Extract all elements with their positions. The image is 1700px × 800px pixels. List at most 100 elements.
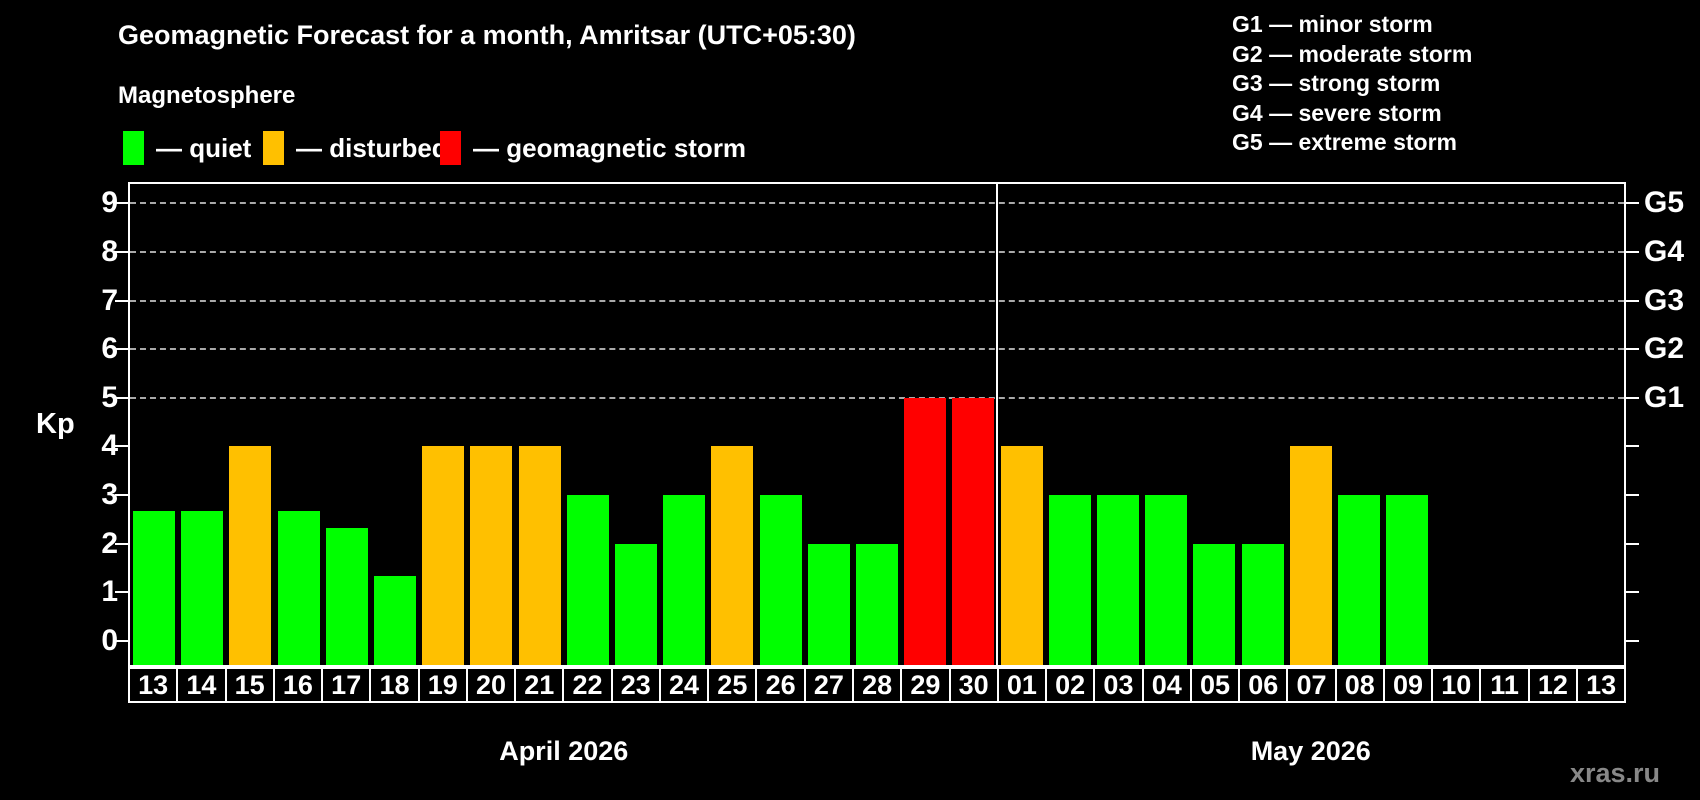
- y-tick-label: 1: [101, 575, 118, 609]
- day-label-cell: 03: [1093, 667, 1144, 703]
- disturbed-color-swatch: [263, 131, 284, 165]
- y-axis-tick: [115, 396, 128, 399]
- kp-bar: [1000, 446, 1043, 665]
- kp-bar: [1289, 446, 1332, 665]
- y-axis-tick-right: [1626, 396, 1639, 399]
- day-label-cell: 05: [1189, 667, 1241, 703]
- legend-label-disturbed: — disturbed: [296, 132, 448, 163]
- legend-label-storm: — geomagnetic storm: [473, 132, 747, 163]
- storm-color-swatch: [440, 131, 461, 165]
- day-label-cell: 06: [1238, 667, 1289, 703]
- day-label-cell: 01: [996, 667, 1048, 703]
- legend-item-quiet: — quiet: [123, 131, 251, 165]
- g4-legend-line: G4 — severe storm: [1232, 99, 1442, 126]
- day-label-cell: 14: [176, 667, 227, 703]
- kp-bar: [759, 494, 802, 665]
- watermark: xras.ru: [1569, 758, 1660, 788]
- y-tick-label: 0: [101, 623, 118, 657]
- y-axis-tick-right: [1626, 445, 1639, 448]
- kp-bar: [566, 494, 609, 665]
- day-label-cell: 23: [610, 667, 661, 703]
- y-axis-tick: [115, 542, 128, 545]
- day-label-cell: 02: [1045, 667, 1096, 703]
- g3-legend-line: G3 — strong storm: [1232, 70, 1441, 96]
- g2-legend-line: G2 — moderate storm: [1232, 40, 1473, 67]
- g5-legend-line: G5 — extreme storm: [1232, 129, 1457, 155]
- g-tick-label: G3: [1644, 283, 1685, 317]
- g-tick-label: G2: [1644, 332, 1685, 366]
- legend-item-storm: — geomagnetic storm: [440, 131, 746, 165]
- plot-area: 0 1 2 3 4 5 6 7 8 9 G1 G2 G3 G4 G5: [101, 182, 1684, 667]
- y-axis-tick-right: [1626, 251, 1639, 254]
- kp-bar: [1337, 494, 1380, 665]
- day-label-cell: 29: [900, 667, 951, 703]
- day-label-cell: 13: [1575, 667, 1627, 703]
- day-label-cell: 22: [562, 667, 613, 703]
- magnetosphere-label: Magnetosphere: [118, 82, 296, 109]
- day-label-cell: 19: [417, 667, 468, 703]
- kp-bar: [615, 543, 658, 665]
- kp-bar: [325, 527, 368, 665]
- kp-bar: [1241, 543, 1284, 665]
- day-label-cell: 11: [1479, 667, 1530, 703]
- kp-bar: [277, 510, 320, 665]
- g-tick-label: G5: [1644, 186, 1685, 220]
- g-scale-legend: G1 — minor storm G2 — moderate storm G3 …: [1232, 10, 1472, 158]
- y-tick-label: 6: [101, 332, 118, 366]
- page-title: Geomagnetic Forecast for a month, Amrits…: [118, 20, 856, 50]
- g1-legend-line: G1 — minor storm: [1232, 11, 1433, 37]
- day-label-cell: 17: [321, 667, 372, 703]
- kp-bar: [1096, 494, 1139, 665]
- day-label-cell: 07: [1286, 667, 1337, 703]
- y-axis-tick-right: [1626, 591, 1639, 594]
- day-label-cell: 30: [948, 667, 999, 703]
- kp-bar: [422, 446, 465, 665]
- y-tick-label: 7: [101, 283, 118, 317]
- kp-bar: [1193, 543, 1236, 665]
- month-label-may: May 2026: [1250, 736, 1371, 766]
- kp-bar: [374, 576, 417, 665]
- g-tick-label: G4: [1644, 235, 1685, 269]
- kp-bar: [229, 446, 272, 665]
- kp-bar: [807, 543, 850, 665]
- gridline: [130, 348, 1624, 351]
- y-axis-tick: [115, 639, 128, 642]
- y-tick-label: 2: [101, 526, 118, 560]
- gridline: [130, 396, 1624, 399]
- gridline: [130, 202, 1624, 205]
- day-label-cell: 04: [1141, 667, 1192, 703]
- y-axis-tick-right: [1626, 348, 1639, 351]
- y-axis-tick: [115, 251, 128, 254]
- month-label-april: April 2026: [499, 736, 629, 766]
- day-label-cell: 10: [1431, 667, 1482, 703]
- y-axis-tick: [115, 348, 128, 351]
- day-label-cell: 15: [224, 667, 275, 703]
- kp-bar: [711, 446, 754, 665]
- y-axis-tick-right: [1626, 299, 1639, 302]
- x-axis-day-row: 13 14 15 16 17 18 19 20 21 22 23 24 25 26 27 28 29 30 01 02…: [128, 667, 1627, 703]
- kp-bar: [952, 397, 995, 665]
- g-tick-label: G1: [1644, 380, 1685, 414]
- plot-inner: 0 1 2 3 4 5 6 7 8 9 G1 G2 G3 G4 G5: [101, 184, 1684, 665]
- kp-bar: [904, 397, 947, 665]
- day-label-cell: 20: [465, 667, 517, 703]
- day-label-cell: 28: [851, 667, 903, 703]
- day-label-cell: 27: [803, 667, 854, 703]
- gridline: [130, 251, 1624, 254]
- gridline: [130, 299, 1624, 302]
- day-label-cell: 18: [369, 667, 420, 703]
- day-label-cell: 21: [514, 667, 565, 703]
- y-tick-label: 3: [101, 477, 118, 511]
- day-label-cell: 12: [1527, 667, 1578, 703]
- y-axis-tick-right: [1626, 493, 1639, 496]
- y-axis-tick: [115, 202, 128, 205]
- kp-bar: [1145, 494, 1188, 665]
- y-tick-label: 8: [101, 235, 118, 269]
- kp-bar: [133, 510, 176, 665]
- y-axis-tick: [115, 445, 128, 448]
- y-axis-tick: [115, 591, 128, 594]
- y-axis-tick-right: [1626, 542, 1639, 545]
- kp-bar: [518, 446, 561, 665]
- kp-bar: [470, 446, 513, 665]
